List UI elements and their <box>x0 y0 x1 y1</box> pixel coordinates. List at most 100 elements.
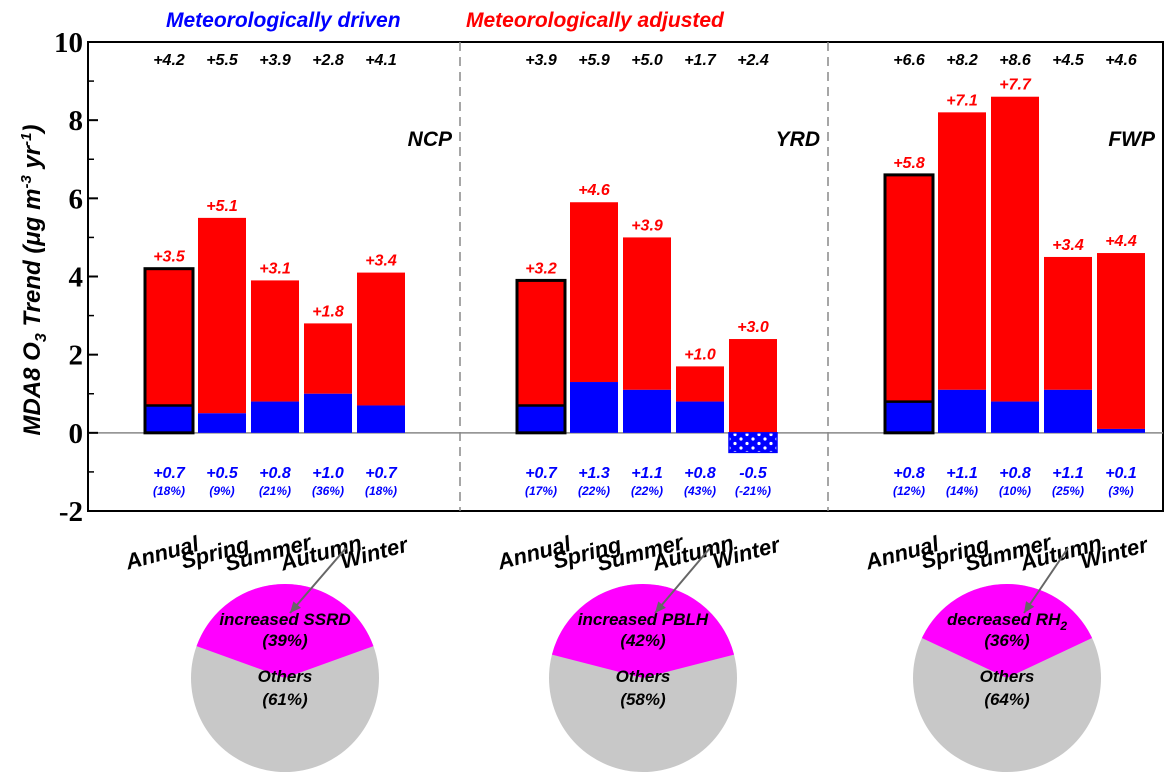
y-axis-label-sub: 3 <box>33 333 50 342</box>
pie-main-percent: (39%) <box>262 631 308 650</box>
total-value-label: +8.2 <box>946 52 978 69</box>
bar-adjusted <box>938 112 986 390</box>
adjusted-value-label: +5.1 <box>206 198 238 215</box>
driven-percent-label: (36%) <box>312 484 344 498</box>
adjusted-value-label: +3.1 <box>259 260 291 277</box>
driven-value-label: +1.1 <box>631 465 663 482</box>
legend-driven: Meteorologically driven <box>166 9 401 32</box>
driven-value-label: +0.8 <box>999 465 1031 482</box>
driven-percent-label: (17%) <box>525 484 557 498</box>
adjusted-value-label: +3.4 <box>365 253 397 270</box>
total-value-label: +5.5 <box>206 52 239 69</box>
pie-other-label: Others <box>258 667 313 686</box>
driven-percent-label: (-21%) <box>735 484 771 498</box>
bar-driven <box>938 389 986 433</box>
bar-driven <box>885 401 933 433</box>
total-value-label: +2.4 <box>737 52 769 69</box>
total-value-label: +6.6 <box>893 52 925 69</box>
bar-driven <box>623 389 671 433</box>
adjusted-value-label: +7.7 <box>999 77 1032 94</box>
adjusted-value-label: +5.8 <box>893 155 925 172</box>
pie-main-label: increased SSRD <box>219 610 350 629</box>
driven-value-label: +0.1 <box>1105 465 1137 482</box>
driven-percent-label: (3%) <box>1108 484 1133 498</box>
adjusted-value-label: +4.4 <box>1105 233 1137 250</box>
driven-value-label: +0.7 <box>525 465 558 482</box>
y-tick-label: 10 <box>54 27 83 59</box>
bar-adjusted <box>357 272 405 406</box>
connector-arrow-head <box>1024 601 1035 613</box>
pie-main-label-sub: 2 <box>1059 619 1067 633</box>
bar-adjusted <box>517 280 565 406</box>
total-value-label: +5.0 <box>631 52 663 69</box>
bar-driven <box>1097 428 1145 433</box>
bar-adjusted <box>198 217 246 414</box>
y-tick-label: 8 <box>69 105 84 137</box>
driven-percent-label: (25%) <box>1052 484 1084 498</box>
pie-main-slice <box>921 584 1093 678</box>
driven-value-label: -0.5 <box>739 465 768 482</box>
legend-adjusted: Meteorologically adjusted <box>466 9 725 32</box>
driven-value-label: +0.7 <box>365 465 398 482</box>
connector-arrow-head <box>655 601 666 613</box>
driven-value-label: +1.3 <box>578 465 610 482</box>
driven-value-label: +0.8 <box>259 465 291 482</box>
bar-adjusted <box>304 323 352 394</box>
total-value-label: +4.2 <box>153 52 185 69</box>
driven-percent-label: (14%) <box>946 484 978 498</box>
bar-driven <box>145 405 193 433</box>
total-value-label: +3.9 <box>259 52 291 69</box>
y-axis-label-sup2: -1 <box>18 133 35 146</box>
pie-main-label-text: increased SSRD <box>219 610 350 629</box>
bar-adjusted <box>145 268 193 406</box>
total-value-label: +2.8 <box>312 52 344 69</box>
driven-percent-label: (18%) <box>153 484 185 498</box>
bar-driven <box>991 401 1039 433</box>
adjusted-value-label: +3.9 <box>631 217 663 234</box>
region-label-ncp: NCP <box>408 128 453 151</box>
connector-arrow-head <box>290 601 301 613</box>
bar-adjusted <box>991 96 1039 402</box>
total-value-label: +4.1 <box>365 52 397 69</box>
driven-value-label: +0.5 <box>206 465 239 482</box>
connector-arrow-line <box>1023 547 1069 614</box>
driven-value-label: +0.8 <box>893 465 925 482</box>
bar-annual-outline <box>143 267 195 435</box>
bar-adjusted <box>570 202 618 383</box>
pie-other-percent: (64%) <box>984 690 1030 709</box>
y-axis-label-main: MDA8 O <box>19 342 46 436</box>
y-axis-label-trend: Trend (μg m <box>19 189 46 334</box>
adjusted-value-label: +3.0 <box>737 319 769 336</box>
y-axis-label-close: ) <box>19 125 46 136</box>
driven-value-label: +0.8 <box>684 465 716 482</box>
bar-driven <box>1044 389 1092 433</box>
bar-driven <box>198 413 246 433</box>
pie-other-percent: (58%) <box>620 690 666 709</box>
total-value-label: +3.9 <box>525 52 557 69</box>
driven-percent-label: (10%) <box>999 484 1031 498</box>
pie-main-slice <box>196 584 374 678</box>
driven-value-label: +1.0 <box>312 465 344 482</box>
y-tick-label: 4 <box>69 262 84 294</box>
bar-driven <box>304 393 352 433</box>
pie-main-label: decreased RH2 <box>947 610 1067 633</box>
driven-percent-label: (21%) <box>259 484 291 498</box>
bar-annual-outline <box>515 278 567 435</box>
region-label-fwp: FWP <box>1108 128 1156 151</box>
total-value-label: +4.5 <box>1052 52 1085 69</box>
pie-charts: increased SSRD (39%) Others (61%) increased … <box>191 547 1101 772</box>
driven-value-label: +1.1 <box>946 465 978 482</box>
y-axis-label-yr: yr <box>19 144 46 175</box>
bar-adjusted <box>251 280 299 402</box>
connector-arrow-line <box>289 547 347 614</box>
pie-main-label: increased PBLH <box>578 610 709 629</box>
y-axis-label: MDA8 O3 Trend (μg m-3 yr-1) <box>18 125 50 436</box>
driven-value-label: +1.1 <box>1052 465 1084 482</box>
adjusted-value-label: +3.2 <box>525 260 557 277</box>
bar-driven <box>676 401 724 433</box>
pie-main-slice <box>551 584 735 678</box>
bar-adjusted <box>676 366 724 402</box>
adjusted-value-label: +7.1 <box>946 92 978 109</box>
driven-percent-label: (22%) <box>578 484 610 498</box>
driven-percent-label: (18%) <box>365 484 397 498</box>
